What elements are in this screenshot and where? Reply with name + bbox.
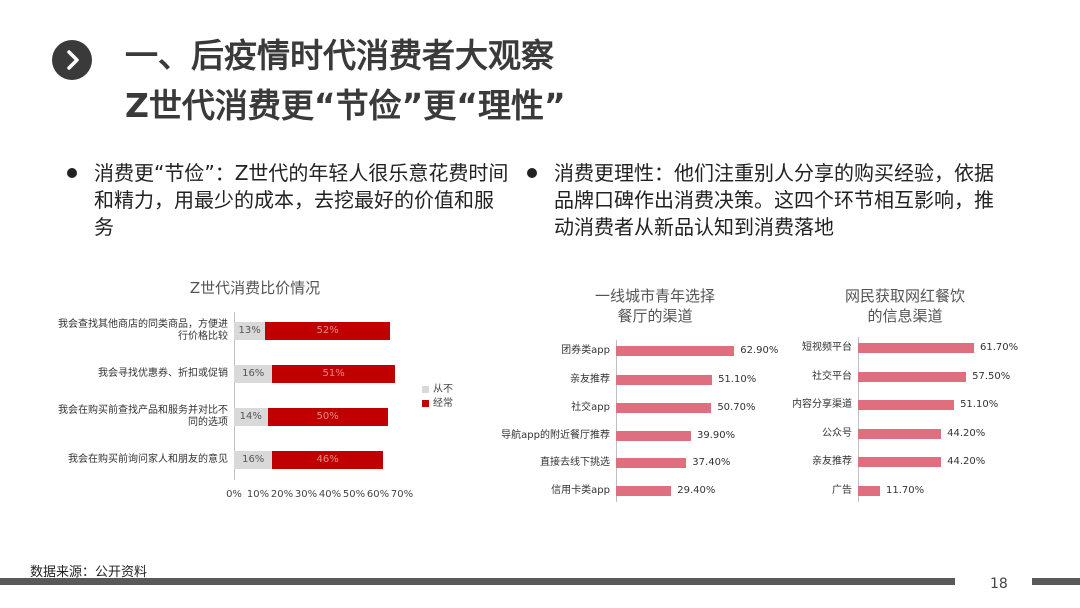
x-tick-label: 70% [390,489,414,500]
title: Z世代消费更“节俭”更“理性” [125,86,566,125]
value-label: 51% [322,368,345,379]
chevron [67,50,79,70]
bullet-text: 消费更“节俭”：Z世代的年轻人很乐意花费时间和精力，用最少的成本，去挖最好的价值… [94,161,509,239]
value-label: 16% [242,454,265,465]
value-label: 44.20% [947,428,986,439]
source: 数据来源：公开资料 [30,565,148,580]
axis-line [616,340,617,502]
category-label: 我会寻找优惠券、折扣或促销 [98,368,228,379]
footer-bar [0,578,955,585]
bar [616,486,672,496]
bar [858,486,880,496]
value-label: 52% [316,325,339,336]
category-label: 导航app的附近餐厅推荐 [501,430,610,441]
value-label: 51.10% [960,399,999,410]
value-label: 11.70% [885,485,925,496]
bullet-dot [67,168,77,178]
bar [858,457,942,467]
category-label: 社交平台 [812,371,852,382]
bar [858,400,955,410]
category-label: 亲友推荐 [570,374,610,385]
category-label: 公众号 [822,428,852,439]
legend-swatch [422,400,429,407]
bar [616,403,712,413]
x-tick-label: 60% [366,489,390,500]
value-label: 44.20% [947,456,986,467]
legend-label: 经常 [433,398,453,409]
x-tick-label: 50% [342,489,366,500]
bar-segment [272,365,395,383]
nav-icon [52,40,92,80]
value-label: 62.90% [740,345,779,356]
value-label: 39.90% [697,430,736,441]
legend-swatch [422,386,429,393]
axis-line [858,337,859,502]
bar-segment [234,365,273,383]
legend-label: 从不 [433,384,453,395]
bar-segment [267,408,388,426]
footer-bar [1032,578,1080,585]
value-label: 51.10% [718,374,757,385]
value-label: 37.40% [692,457,731,468]
category-label: 我会在购买前询问家人和朋友的意见 [68,454,228,465]
bullet-text: 消费更理性：他们注重别人分享的购买经验，依据品牌口碑作出消费决策。这四个环节相互… [554,161,994,239]
category-label: 我会在购买前查找产品和服务并对比不同的选项 [58,405,228,428]
chart-title: 一线城市青年选择餐厅的渠道 [594,287,715,325]
category-label: 内容分享渠道 [792,399,852,410]
bar-segment [234,451,273,469]
chart-title: 网民获取网红餐饮的信息渠道 [844,287,965,325]
category-label: 广告 [832,485,852,496]
bar-segment [234,322,266,340]
category-label: 社交app [571,402,610,413]
x-tick-label: 20% [270,489,294,500]
x-tick-label: 10% [246,489,270,500]
bar [616,431,691,441]
bar-segment [265,322,390,340]
value-label: 61.70% [979,342,1019,353]
bar [858,429,942,439]
value-label: 57.50% [972,371,1011,382]
bullet-dot [527,168,537,178]
title: 一、后疫情时代消费者大观察 [125,36,554,75]
category-label: 亲友推荐 [812,456,852,467]
value-label: 14% [239,411,262,422]
chart-title: Z世代消费比价情况 [189,279,321,297]
value-label: 13% [238,325,261,336]
value-label: 50% [316,411,339,422]
value-label: 50.70% [717,402,756,413]
axis-line [234,312,235,480]
bar [616,346,735,356]
x-tick-label: 0% [226,489,242,500]
value-label: 46% [316,454,339,465]
category-label: 直接去线下挑选 [540,457,610,468]
bar-segment [234,408,268,426]
x-tick-label: 30% [294,489,318,500]
bar [858,372,967,382]
category-label: 信用卡类app [551,485,610,496]
value-label: 29.40% [677,485,716,496]
bar [616,458,687,468]
bar [858,343,974,353]
category-label: 我会查找其他商店的同类商品，方便进行价格比较 [58,319,228,342]
category-label: 短视频平台 [802,342,852,353]
category-label: 团券类app [561,345,610,356]
x-tick-label: 40% [318,489,342,500]
page-number: 18 [990,576,1008,592]
bar [616,375,713,385]
value-label: 16% [242,368,265,379]
bar-segment [272,451,383,469]
